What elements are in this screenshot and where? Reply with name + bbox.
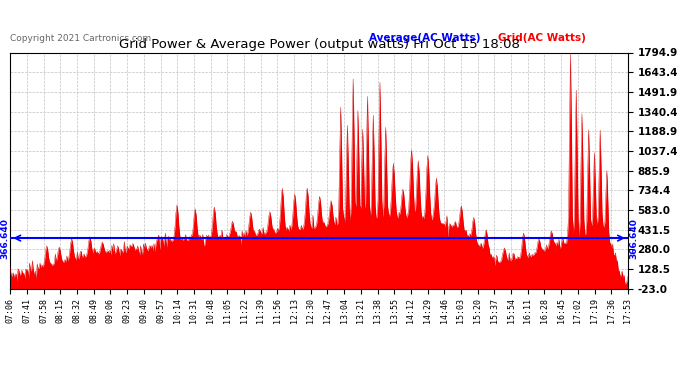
Text: 366.640: 366.640 (629, 217, 638, 258)
Text: Average(AC Watts): Average(AC Watts) (368, 33, 480, 43)
Text: 366.640: 366.640 (0, 217, 9, 258)
Title: Grid Power & Average Power (output watts) Fri Oct 15 18:08: Grid Power & Average Power (output watts… (119, 38, 520, 51)
Text: Grid(AC Watts): Grid(AC Watts) (498, 33, 586, 43)
Text: Copyright 2021 Cartronics.com: Copyright 2021 Cartronics.com (10, 34, 152, 43)
